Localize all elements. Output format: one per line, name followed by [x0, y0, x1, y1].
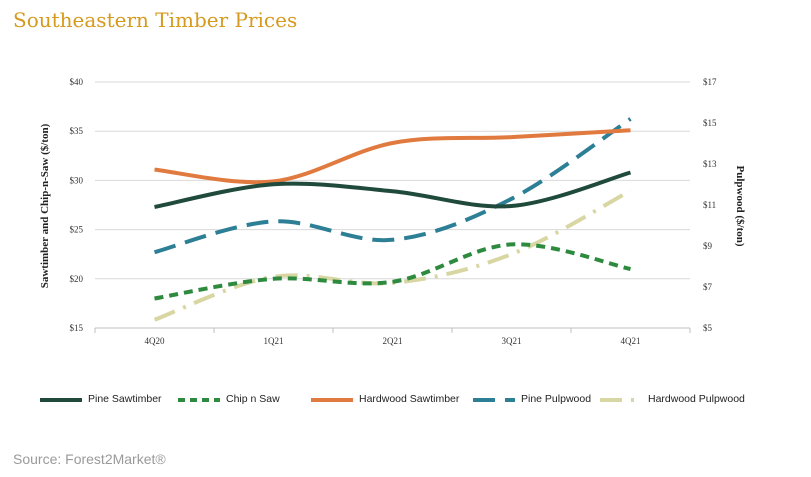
left-tick-label: $35 [70, 126, 84, 136]
legend-label: Chip n Saw [226, 393, 280, 405]
series-line-pine-sawtimber [154, 170, 632, 209]
x-axis-ticks: 4Q20 1Q21 2Q21 3Q21 4Q21 [145, 336, 641, 346]
legend-swatch [40, 398, 82, 402]
left-tick-label: $25 [70, 225, 84, 235]
series-line-pine-pulpwood [153, 117, 632, 255]
legend-swatch [600, 398, 642, 402]
legend-swatch [311, 398, 353, 402]
series-line-hardwood-pulpwood [153, 188, 632, 322]
source-note: Source: Forest2Market® [13, 451, 166, 467]
left-tick-label: $15 [70, 323, 84, 333]
left-axis-ticks: $15 $20 $25 $30 $35 $40 [70, 77, 84, 333]
right-tick-label: $7 [703, 282, 713, 292]
chart-title: Southeastern Timber Prices [13, 8, 298, 32]
legend-label: Hardwood Pulpwood [648, 393, 745, 405]
right-axis-ticks: $5 $7 $9 $11 $13 $15 $17 [703, 77, 717, 333]
legend-label: Pine Pulpwood [521, 393, 592, 405]
series-line-chip-n-saw [154, 242, 631, 301]
left-tick-label: $40 [70, 77, 84, 87]
left-axis-title: Sawtimber and Chip-n-Saw ($/ton) [39, 123, 51, 288]
right-tick-label: $9 [703, 241, 713, 251]
legend-swatch [473, 398, 515, 402]
legend-label: Pine Sawtimber [88, 393, 162, 405]
gridlines [94, 81, 691, 333]
right-axis-title: Pulpwood ($/ton) [734, 166, 746, 247]
legend-swatch [178, 398, 220, 402]
right-tick-label: $13 [703, 159, 717, 169]
left-tick-label: $30 [70, 175, 84, 185]
x-tick-label: 2Q21 [383, 336, 403, 346]
legend: Pine Sawtimber Chip n Saw Hardwood Sawtimb… [40, 392, 800, 408]
series-line-hardwood-sawtimber [154, 128, 631, 185]
right-tick-label: $5 [703, 323, 713, 333]
x-tick-label: 1Q21 [264, 336, 284, 346]
x-tick-label: 4Q20 [145, 336, 165, 346]
legend-label: Hardwood Sawtimber [359, 393, 460, 405]
series-lines [153, 117, 632, 322]
right-tick-label: $15 [703, 118, 717, 128]
right-tick-label: $11 [703, 200, 716, 210]
left-tick-label: $20 [70, 274, 84, 284]
x-tick-label: 3Q21 [502, 336, 522, 346]
x-tick-label: 4Q21 [621, 336, 641, 346]
right-tick-label: $17 [703, 77, 717, 87]
